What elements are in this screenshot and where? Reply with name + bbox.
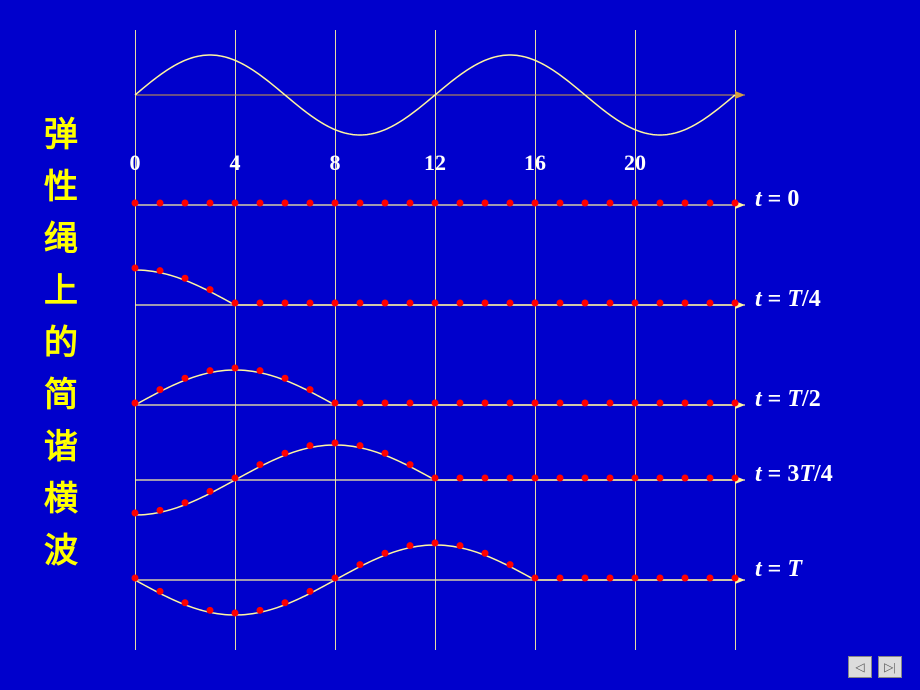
reference-wave — [135, 45, 750, 145]
nav-buttons: ◁ ▷| — [848, 656, 902, 678]
time-label: t = 0 — [755, 186, 799, 213]
next-button[interactable]: ▷| — [878, 656, 902, 678]
wave-row — [135, 158, 750, 252]
prev-button[interactable]: ◁ — [848, 656, 872, 678]
plot-area: 048121620 — [135, 30, 735, 650]
vertical-title: 弹性绳上的简谐横波 — [44, 110, 78, 578]
wave-row — [135, 533, 750, 627]
time-label: t = 3T/4 — [755, 461, 833, 488]
wave-row — [135, 258, 750, 352]
time-label: t = T/2 — [755, 386, 821, 413]
wave-row — [135, 433, 750, 527]
time-label: t = T/4 — [755, 286, 821, 313]
time-label: t = T — [755, 556, 802, 583]
stage: 弹性绳上的简谐横波 048121620 ◁ ▷| t = 0 t = T/4 t =… — [0, 0, 920, 690]
